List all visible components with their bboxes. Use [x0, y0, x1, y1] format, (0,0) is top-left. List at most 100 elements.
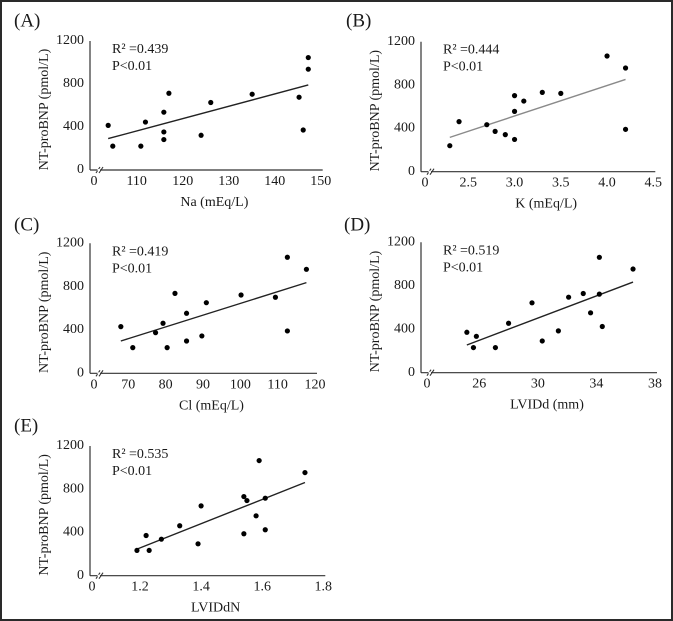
- regression-line: [466, 281, 634, 346]
- y-tick-label: 1200: [56, 438, 84, 453]
- data-point: [138, 143, 144, 149]
- y-tick-label: 400: [63, 525, 84, 540]
- panel-c: (C) 0 400 800 1200 0 70 80 90 100 110 120 Cl (mEq/L)…: [14, 214, 326, 413]
- y-tick-label: 800: [394, 278, 415, 293]
- data-point: [161, 136, 167, 143]
- data-point: [296, 94, 302, 100]
- panel-label: (D): [344, 214, 370, 235]
- data-point: [284, 254, 290, 260]
- x-tick-label: 1.4: [192, 580, 210, 595]
- y-tick-label: 1200: [56, 236, 84, 251]
- data-point: [164, 345, 170, 351]
- y-tick-label: 400: [394, 121, 415, 136]
- p-value-label: P<0.01: [112, 464, 152, 479]
- x-tick-label: 1.2: [131, 580, 149, 595]
- y-axis-title: NT-proBNP (pmol/L): [368, 250, 383, 372]
- y-tick-label: 1200: [387, 34, 415, 49]
- data-point: [302, 469, 308, 476]
- x-tick-label: 3.0: [506, 176, 524, 191]
- data-point: [208, 99, 214, 106]
- x-tick-label: 80: [159, 377, 173, 392]
- data-point: [118, 324, 124, 330]
- panel-d: (D) 0 400 800 1200 0 26 30 34 38 LVIDd (mm) NT-proB…: [344, 214, 662, 412]
- data-point: [555, 328, 561, 334]
- x-tick-label: 0: [91, 174, 98, 189]
- data-point: [134, 547, 140, 554]
- x-axis-title: Cl (mEq/L): [179, 398, 244, 413]
- data-point: [470, 344, 477, 351]
- y-tick-label: 0: [408, 365, 415, 380]
- data-point: [146, 547, 152, 554]
- data-point: [492, 128, 498, 134]
- y-axis-title: NT-proBNP (pmol/L): [37, 251, 52, 373]
- axis-break-icon: [95, 166, 104, 174]
- x-tick-label: 0: [422, 176, 429, 191]
- y-tick-label: 400: [63, 322, 84, 337]
- data-point: [161, 129, 167, 135]
- data-point: [484, 122, 490, 128]
- axis-break-mark: [429, 168, 435, 176]
- axis-break-gap: [428, 371, 431, 374]
- x-tick-label: 90: [196, 377, 210, 392]
- data-point: [110, 143, 116, 149]
- data-point: [587, 310, 594, 316]
- data-point: [160, 320, 166, 326]
- panel-label: (E): [14, 415, 38, 436]
- data-point: [303, 266, 310, 272]
- data-point: [158, 536, 164, 542]
- y-axis-title: NT-proBNP (pmol/L): [37, 48, 52, 170]
- data-point: [505, 320, 512, 326]
- data-point: [464, 329, 470, 335]
- regression-line: [449, 78, 626, 139]
- x-tick-label: 110: [267, 377, 287, 392]
- x-tick-label: 38: [648, 377, 662, 392]
- data-point: [492, 344, 499, 351]
- y-tick-label: 800: [394, 77, 415, 92]
- data-point: [199, 333, 205, 339]
- x-tick-label: 70: [121, 377, 135, 392]
- axis-break-mark: [429, 369, 435, 377]
- y-tick-label: 0: [408, 164, 415, 179]
- p-value-label: P<0.01: [443, 60, 483, 75]
- x-tick-label: 1.6: [253, 580, 271, 595]
- y-axis-title: NT-proBNP (pmol/L): [37, 454, 52, 576]
- y-tick-label: 0: [77, 568, 84, 583]
- data-point: [244, 497, 250, 504]
- data-point: [566, 294, 572, 300]
- x-tick-label: 1.8: [315, 580, 333, 595]
- data-point: [143, 532, 149, 539]
- panel-a: (A) 0 400 800 1200 0 110 120 130 140 150 Na (mEq/L)…: [14, 10, 331, 210]
- y-tick-label: 0: [77, 366, 84, 381]
- panel-e: (E) 0 400 800 1200 0 1.2 1.4 1.6 1.8 LVIDdN NT-proB…: [14, 415, 332, 615]
- axis-break-icon: [426, 168, 435, 176]
- data-point: [604, 53, 610, 59]
- y-tick-label: 400: [63, 119, 84, 134]
- axis-break-mark: [98, 369, 104, 377]
- x-axis-title: Na (mEq/L): [180, 195, 248, 210]
- x-tick-label: 0: [89, 580, 96, 595]
- data-point: [529, 300, 535, 306]
- data-point: [105, 122, 111, 128]
- data-point: [521, 98, 527, 104]
- data-point: [305, 54, 311, 61]
- y-tick-label: 1200: [387, 235, 415, 250]
- data-point: [183, 310, 190, 316]
- data-point: [596, 291, 602, 297]
- r-squared-label: R² =0.519: [443, 243, 499, 258]
- data-point: [300, 127, 306, 133]
- data-point: [249, 91, 255, 97]
- data-point: [172, 290, 178, 296]
- data-point: [272, 294, 279, 300]
- y-axis-title: NT-proBNP (pmol/L): [368, 50, 383, 172]
- r-squared-label: R² =0.419: [112, 244, 168, 259]
- data-point: [177, 523, 183, 529]
- data-point: [198, 503, 204, 509]
- data-point: [241, 531, 247, 537]
- data-point: [596, 254, 602, 260]
- r-squared-label: R² =0.439: [112, 42, 168, 57]
- data-point: [456, 119, 462, 125]
- x-axis-title: LVIDd (mm): [510, 398, 584, 413]
- y-tick-label: 0: [77, 162, 84, 177]
- data-point: [195, 541, 201, 547]
